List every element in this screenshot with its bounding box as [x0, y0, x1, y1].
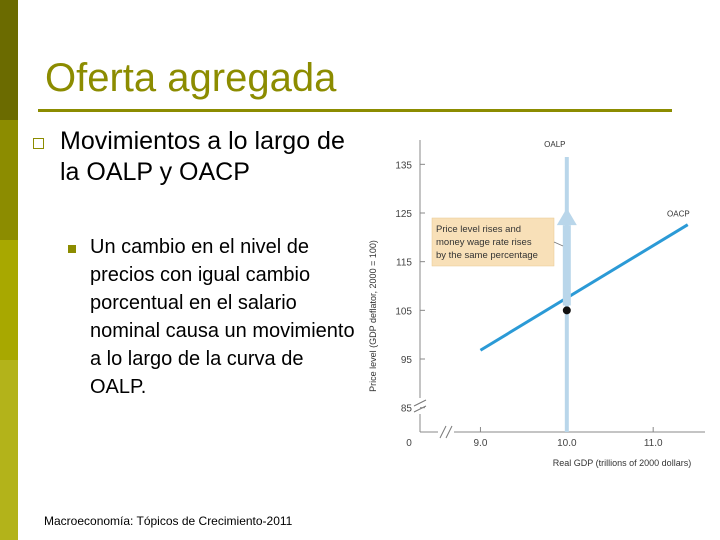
y-tick-label: 95: [401, 355, 413, 366]
accent-segment: [0, 240, 18, 360]
y-axis-title: Price level (GDP deflator, 2000 = 100): [368, 240, 378, 392]
price-rise-arrow: [556, 208, 577, 306]
y-tick-label: 115: [396, 258, 412, 269]
origin-label: 0: [406, 438, 412, 449]
annotation-text: Price level rises and money wage rate ri…: [436, 224, 538, 261]
y-ticks: 85 95 105 115 125 135: [395, 160, 425, 415]
x-tick-label: 10.0: [557, 438, 577, 449]
oacp-line: [479, 223, 689, 352]
slide-footer: Macroeconomía: Tópicos de Crecimiento-20…: [44, 514, 293, 528]
annotation-line: Price level rises and: [436, 224, 521, 235]
arrow-shaft: [562, 225, 571, 306]
annotation-line: by the same percentage: [436, 250, 538, 261]
annotation-box: Price level rises and money wage rate ri…: [431, 217, 564, 267]
y-tick-label: 125: [395, 209, 412, 220]
y-axis: [413, 140, 427, 432]
accent-segment: [0, 0, 18, 120]
bullet-main: Movimientos a lo largo de la OALP y OACP: [60, 127, 345, 186]
filled-square-bullet-icon: [68, 245, 76, 253]
y-tick-label: 135: [395, 160, 412, 171]
oacp-label: OACP: [667, 210, 690, 219]
title-underline: [38, 109, 672, 112]
y-axis-break: [413, 399, 427, 413]
accent-segment: [0, 120, 18, 240]
oalp-label: OALP: [544, 140, 565, 149]
x-tick-label: 11.0: [644, 438, 663, 449]
left-accent-bar: [0, 0, 18, 540]
arrow-up-icon: [556, 208, 577, 226]
x-tick-label: 9.0: [474, 438, 488, 449]
annotation-line: money wage rate rises: [436, 237, 532, 248]
x-axis-break: [439, 425, 453, 439]
slide-title: Oferta agregada: [45, 56, 337, 100]
x-axis: [420, 425, 705, 439]
square-bullet-icon: [33, 138, 44, 149]
accent-segment: [0, 360, 18, 540]
annotation-background: [431, 217, 555, 267]
bullet-sub: Un cambio en el nivel de precios con igu…: [90, 236, 355, 398]
aggregate-supply-chart: 85 95 105 115 125 135 9.0 10.0 11.0 0 Price lev…: [368, 140, 705, 468]
y-tick-label: 85: [401, 404, 413, 415]
annotation-pointer: [553, 241, 564, 247]
y-tick-label: 105: [395, 306, 412, 317]
x-axis-title: Real GDP (trillions of 2000 dollars): [553, 458, 691, 468]
equilibrium-point: [562, 306, 571, 315]
